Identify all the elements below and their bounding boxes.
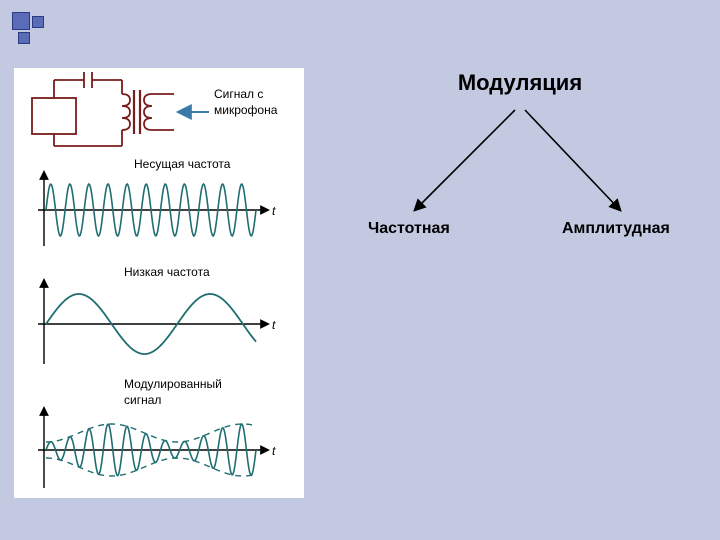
circuit-schematic — [32, 72, 174, 146]
plot-modulated: Модулированный сигнал t — [38, 377, 276, 488]
leaf-frequency: Частотная — [368, 220, 450, 238]
axis-t-3: t — [272, 444, 276, 458]
axis-t-2: t — [272, 318, 276, 332]
axis-t-1: t — [272, 204, 276, 218]
label-mic-1: Сигнал с — [214, 87, 263, 101]
plot-carrier: Несущая частота t — [38, 157, 276, 246]
diagram-title: Модуляция — [340, 70, 700, 96]
figure-svg: Сигнал с микрофона Несущая частота t Низ… — [14, 68, 304, 498]
figure-panel: Сигнал с микрофона Несущая частота t Низ… — [14, 68, 304, 498]
label-mod-2: сигнал — [124, 393, 161, 407]
label-low: Низкая частота — [124, 265, 210, 279]
concept-diagram: Модуляция Частотная Амплитудная — [340, 70, 700, 290]
label-carrier: Несущая частота — [134, 157, 231, 171]
label-mic-2: микрофона — [214, 103, 278, 117]
leaf-amplitude: Амплитудная — [562, 220, 670, 238]
plot-low: Низкая частота t — [38, 265, 276, 364]
label-mod-1: Модулированный — [124, 377, 222, 391]
